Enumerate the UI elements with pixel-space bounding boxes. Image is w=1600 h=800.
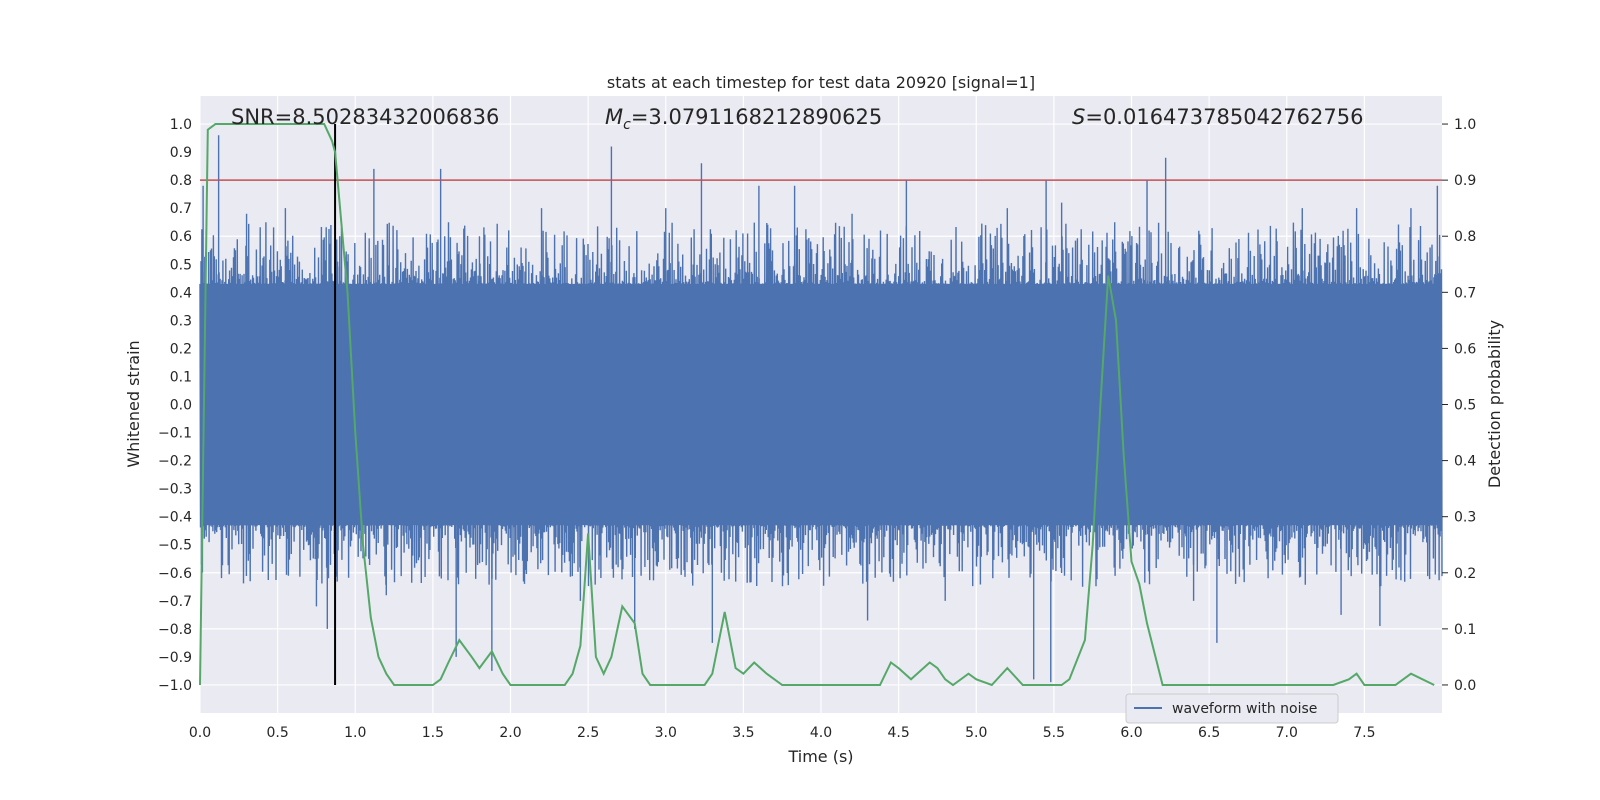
legend-box: [1125, 693, 1339, 724]
detection-probability-line: [199, 123, 1435, 687]
x-tick-label: 5.5: [1043, 725, 1065, 741]
chirp-mass-value: =3.0791168212890625: [631, 105, 882, 129]
y-tick-label: 0.8: [170, 173, 192, 189]
y-tick-label: 0.4: [170, 285, 192, 301]
waveform-series: [199, 135, 1443, 683]
y2-tick-label: 0.6: [1454, 341, 1476, 357]
x-tick-label: 2.0: [499, 725, 521, 741]
s-symbol: S: [1072, 105, 1085, 129]
x-tick-label: 3.5: [732, 725, 754, 741]
x-tick-label: 1.5: [422, 725, 444, 741]
chart-title: stats at each timestep for test data 209…: [607, 73, 1035, 92]
chirp-mass-subscript: c: [623, 117, 631, 133]
y-tick-label: −0.5: [158, 538, 192, 554]
y-tick-label: −1.0: [158, 678, 192, 694]
y2-tick-labels: 1.0 0.9 0.8 0.7 0.6 0.5 0.4 0.3 0.2 0.1 0.0: [1442, 117, 1476, 694]
x-tick-label: 2.5: [577, 725, 599, 741]
snr-annotation: SNR=8.50283432006836: [231, 105, 499, 129]
s-value: =0.016473785042762756: [1085, 105, 1363, 129]
y-tick-label: −0.9: [158, 650, 192, 666]
y2-axis-label: Detection probability: [1485, 320, 1504, 488]
y-tick-label: −0.3: [158, 482, 192, 498]
chirp-mass-symbol: M: [605, 105, 623, 129]
y-tick-label: 0.5: [170, 257, 192, 273]
y2-tick-label: 0.1: [1454, 622, 1476, 638]
x-tick-label: 4.0: [810, 725, 832, 741]
y2-tick-label: 0.2: [1454, 566, 1476, 582]
x-tick-label: 1.0: [344, 725, 366, 741]
y2-tick-label: 0.4: [1454, 454, 1476, 470]
y2-tick-label: 0.9: [1454, 173, 1476, 189]
x-axis-label: Time (s): [787, 747, 853, 766]
y-tick-labels: 1.0 0.9 0.8 0.7 0.6 0.5 0.4 0.3 0.2 0.1 0.0 −0.1 −0.…: [158, 117, 192, 694]
y-tick-label: 0.0: [170, 398, 192, 414]
x-tick-label: 7.5: [1353, 725, 1375, 741]
y-tick-label: 0.1: [170, 369, 192, 385]
x-tick-label: 5.0: [965, 725, 987, 741]
y-tick-label: −0.1: [158, 426, 192, 442]
x-tick-label: 7.0: [1276, 725, 1298, 741]
x-tick-label: 6.0: [1120, 725, 1142, 741]
y-tick-label: 0.3: [170, 313, 192, 329]
legend: waveform with noise: [1125, 693, 1339, 724]
s-annotation: S=0.016473785042762756: [1072, 105, 1363, 129]
y-tick-label: 0.9: [170, 145, 192, 161]
waveform-trace: [199, 222, 1443, 587]
y-tick-label: −0.2: [158, 454, 192, 470]
y-tick-label: −0.7: [158, 594, 192, 610]
y2-tick-label: 0.3: [1454, 510, 1476, 526]
chirp-mass-annotation: Mc=3.0791168212890625: [605, 105, 882, 133]
y-tick-label: 1.0: [170, 117, 192, 133]
x-tick-label: 0.5: [266, 725, 288, 741]
x-tick-label: 3.0: [655, 725, 677, 741]
y-tick-label: 0.7: [170, 201, 192, 217]
y-axis-label: Whitened strain: [124, 340, 143, 467]
x-tick-label: 6.5: [1198, 725, 1220, 741]
y2-tick-label: 0.7: [1454, 285, 1476, 301]
y2-tick-label: 1.0: [1454, 117, 1476, 133]
y2-tick-label: 0.0: [1454, 678, 1476, 694]
x-tick-labels: 0.0 0.5 1.0 1.5 2.0 2.5 3.0 3.5 4.0 4.5 5.0 5.5 6.0 6…: [189, 725, 1376, 741]
y-tick-label: 0.2: [170, 341, 192, 357]
y-tick-label: −0.8: [158, 622, 192, 638]
legend-label: waveform with noise: [1172, 701, 1317, 717]
y-tick-label: 0.6: [170, 229, 192, 245]
x-tick-label: 4.5: [887, 725, 909, 741]
y2-tick-label: 0.5: [1454, 398, 1476, 414]
y-tick-label: −0.4: [158, 510, 192, 526]
y-tick-label: −0.6: [158, 566, 192, 582]
y2-tick-label: 0.8: [1454, 229, 1476, 245]
x-tick-label: 0.0: [189, 725, 211, 741]
